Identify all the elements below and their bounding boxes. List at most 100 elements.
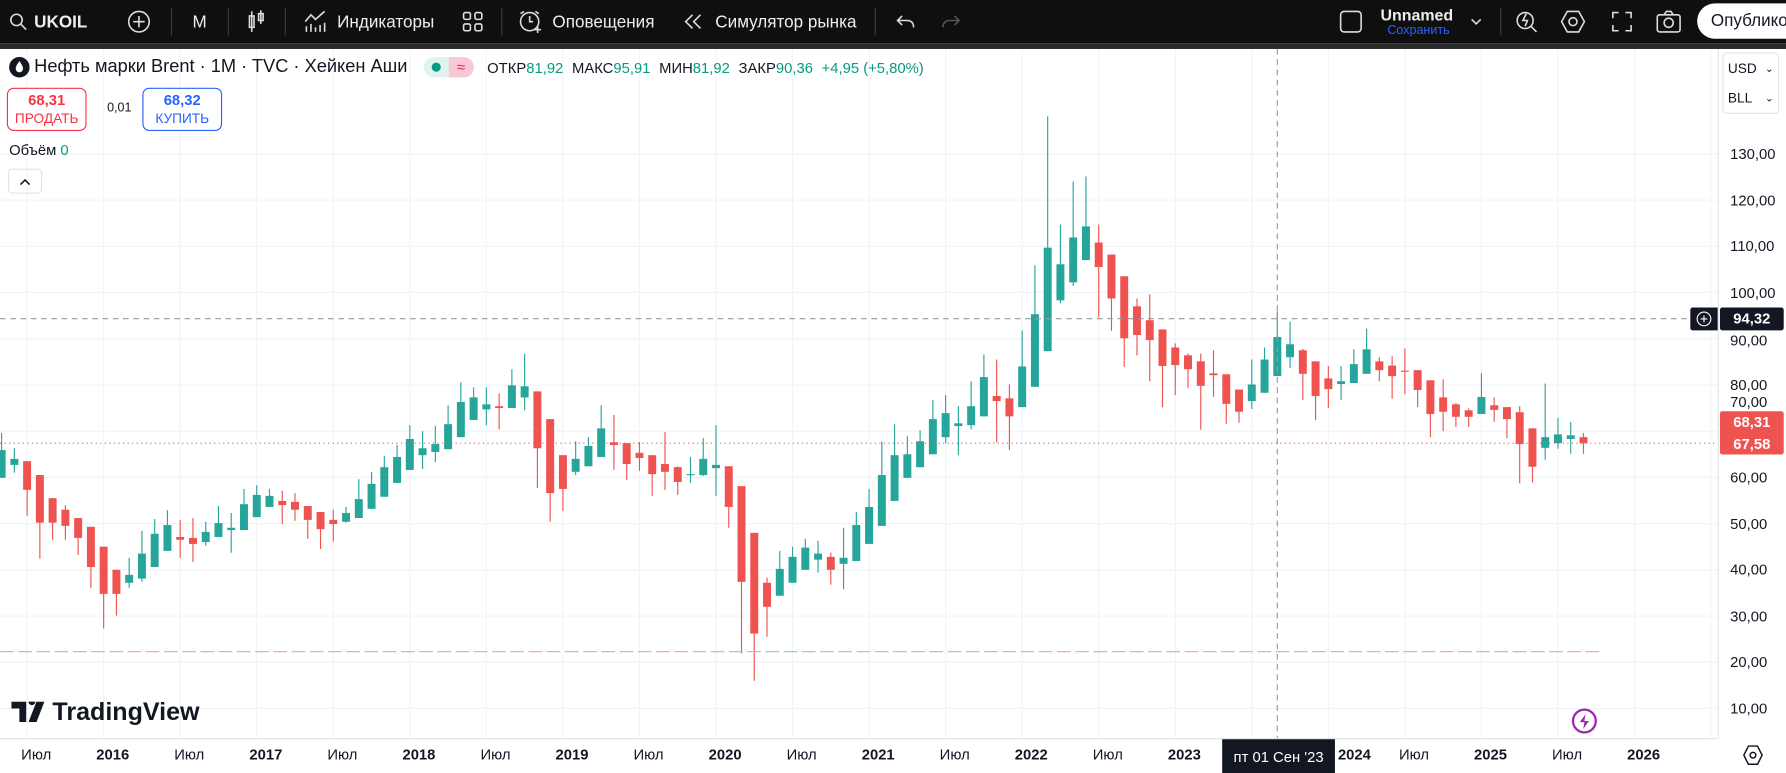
candle-body bbox=[342, 512, 351, 522]
candle-body bbox=[227, 527, 236, 531]
candle-body bbox=[1400, 370, 1409, 372]
candle bbox=[201, 521, 210, 546]
time-axis-label: Июл bbox=[21, 746, 52, 764]
divider bbox=[284, 7, 286, 36]
candle bbox=[86, 526, 95, 588]
candle bbox=[393, 445, 402, 483]
time-axis-label: Июл bbox=[1398, 746, 1430, 764]
quick-search-button[interactable] bbox=[1515, 0, 1540, 43]
candle-body bbox=[278, 500, 287, 506]
volume-label: Объём bbox=[9, 141, 57, 159]
candle-body bbox=[393, 457, 402, 483]
time-axis-label: Июл bbox=[1552, 746, 1583, 764]
alerts-button[interactable]: Оповещения bbox=[518, 0, 654, 43]
candle bbox=[1235, 389, 1244, 423]
candle bbox=[214, 506, 223, 537]
layout-select-button[interactable] bbox=[1339, 0, 1362, 43]
settings-button[interactable] bbox=[1560, 0, 1586, 43]
price-axis-label: 110,00 bbox=[1730, 237, 1775, 255]
candle bbox=[712, 425, 720, 496]
time-axis[interactable] bbox=[0, 738, 1718, 773]
candle bbox=[163, 510, 172, 551]
candle bbox=[1553, 417, 1562, 449]
price-chart[interactable] bbox=[0, 48, 1718, 739]
tradingview-logo[interactable]: TradingView bbox=[11, 697, 200, 727]
indicators-button[interactable]: Индикаторы bbox=[303, 0, 434, 43]
candle-body bbox=[23, 461, 32, 490]
candle bbox=[1056, 224, 1065, 304]
candle-body bbox=[1030, 314, 1039, 387]
candle bbox=[0, 432, 6, 478]
candle-body bbox=[967, 406, 976, 426]
interval-button[interactable]: M bbox=[192, 0, 206, 43]
candles-icon bbox=[248, 10, 264, 32]
replay-button[interactable]: Симулятор рынка bbox=[683, 0, 856, 43]
symbol-search-button[interactable]: UKOIL bbox=[9, 0, 87, 43]
candle-body bbox=[1069, 237, 1078, 283]
collapse-legend-button[interactable] bbox=[7, 168, 43, 194]
candle bbox=[61, 505, 70, 540]
compare-button[interactable] bbox=[127, 0, 151, 43]
candle bbox=[1362, 328, 1371, 374]
candle-body bbox=[1553, 434, 1562, 444]
fullscreen-button[interactable] bbox=[1611, 0, 1634, 43]
undo-button[interactable] bbox=[895, 0, 916, 43]
candle bbox=[112, 569, 121, 616]
save-link[interactable]: Сохранить bbox=[1387, 23, 1450, 38]
interval-label: M bbox=[192, 11, 207, 32]
candle bbox=[1298, 348, 1307, 401]
price-axis-label: 50,00 bbox=[1730, 515, 1768, 533]
time-axis-label: 2020 bbox=[708, 746, 742, 764]
candle bbox=[1018, 330, 1027, 408]
candle bbox=[354, 479, 363, 519]
candle bbox=[1400, 348, 1409, 395]
candle-body bbox=[1132, 306, 1141, 336]
candle bbox=[1158, 329, 1167, 408]
redo-button[interactable] bbox=[941, 0, 962, 43]
candle bbox=[1107, 254, 1116, 331]
layouts-button[interactable] bbox=[461, 0, 484, 43]
market-status-badge[interactable]: ≈ bbox=[423, 56, 474, 78]
candle bbox=[788, 546, 797, 583]
candle-body bbox=[456, 402, 465, 438]
candle bbox=[673, 466, 682, 495]
candle-body bbox=[737, 486, 746, 582]
time-axis-label: Июл bbox=[327, 746, 358, 764]
candle-body bbox=[1515, 412, 1524, 445]
time-axis-label: 2019 bbox=[555, 746, 589, 764]
candle-body bbox=[916, 441, 925, 468]
unit-dropdown[interactable]: BLL ⌄ bbox=[1723, 83, 1778, 113]
buy-price: 68,32 bbox=[163, 91, 201, 109]
toolbar-separator bbox=[0, 43, 1786, 49]
candle-body bbox=[699, 458, 708, 476]
candle-body bbox=[1502, 407, 1511, 420]
candle bbox=[979, 354, 988, 417]
candle-body bbox=[1464, 410, 1473, 417]
quick-trade-button[interactable] bbox=[1571, 708, 1597, 734]
candle-body bbox=[1451, 404, 1460, 417]
candle bbox=[724, 466, 733, 528]
snapshot-button[interactable] bbox=[1656, 0, 1681, 43]
layout-name-button[interactable]: Unnamed Сохранить bbox=[1381, 0, 1454, 43]
currency-dropdown[interactable]: USD ⌄ bbox=[1723, 54, 1778, 84]
candle bbox=[291, 493, 299, 521]
layout-menu-button[interactable] bbox=[1470, 0, 1482, 43]
candle-body bbox=[584, 445, 593, 467]
indicators-label: Индикаторы bbox=[337, 11, 435, 32]
last-price-tag: 67,58 bbox=[1733, 435, 1771, 453]
buy-button[interactable]: 68,32 КУПИТЬ bbox=[142, 87, 223, 131]
sell-button[interactable]: 68,31 ПРОДАТЬ bbox=[6, 87, 87, 131]
candle-body bbox=[86, 526, 95, 568]
candle-body bbox=[354, 499, 363, 519]
chart-type-button[interactable] bbox=[246, 0, 267, 43]
price-tags: 68,31 67,58 bbox=[1719, 411, 1784, 455]
publish-button[interactable]: Опубликовать bbox=[1697, 3, 1786, 39]
price-axis-label: 30,00 bbox=[1730, 607, 1768, 625]
candle bbox=[814, 540, 823, 573]
price-axis[interactable] bbox=[1717, 48, 1786, 739]
axis-settings-button[interactable] bbox=[1743, 745, 1764, 771]
candle bbox=[1388, 356, 1397, 399]
add-alert-button[interactable] bbox=[1690, 307, 1718, 331]
alarm-clock-icon bbox=[519, 10, 542, 34]
candle bbox=[1528, 428, 1537, 483]
